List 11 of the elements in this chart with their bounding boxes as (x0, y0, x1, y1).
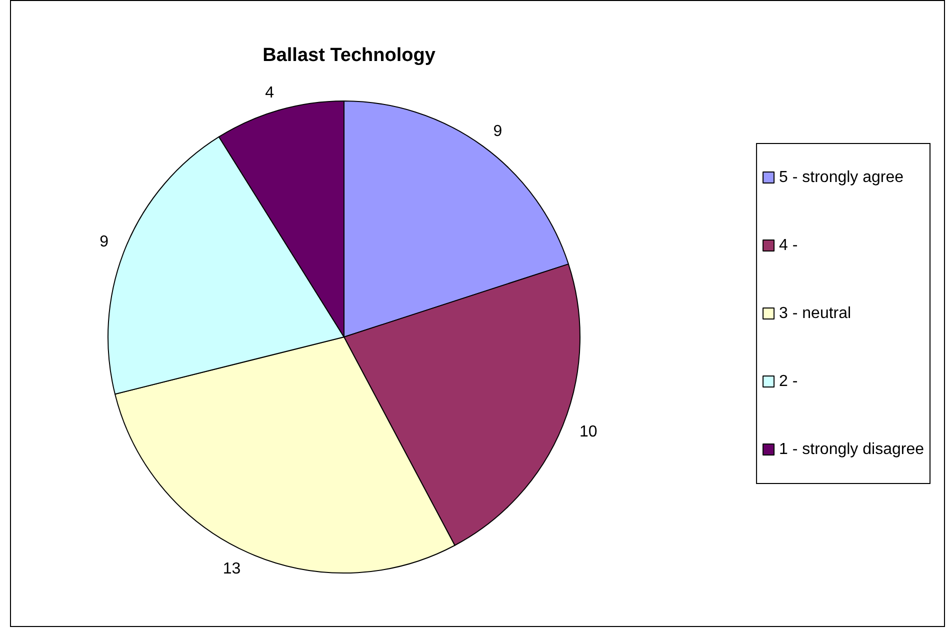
data-label: 10 (580, 424, 598, 441)
data-label: 9 (100, 233, 109, 250)
legend-label: 2 - (779, 373, 798, 390)
legend-label: 3 - neutral (779, 305, 852, 322)
chart-title: Ballast Technology (262, 45, 436, 66)
data-label: 13 (222, 560, 241, 578)
data-label: 4 (265, 84, 274, 102)
data-label: 9 (493, 123, 502, 140)
legend-label: 5 - strongly agree (779, 169, 904, 186)
legend-label: 4 - (779, 237, 798, 254)
legend-label: 1 - strongly disagree (779, 441, 924, 458)
